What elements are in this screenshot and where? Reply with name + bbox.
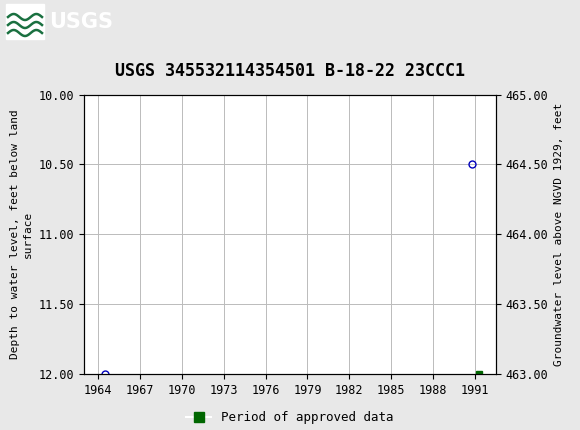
Y-axis label: Depth to water level, feet below land
surface: Depth to water level, feet below land su… (10, 110, 33, 359)
Text: USGS: USGS (49, 12, 113, 31)
Text: USGS 345532114354501 B-18-22 23CCC1: USGS 345532114354501 B-18-22 23CCC1 (115, 62, 465, 80)
Y-axis label: Groundwater level above NGVD 1929, feet: Groundwater level above NGVD 1929, feet (554, 103, 564, 366)
Bar (6, 4, 44, 39)
Legend: Period of approved data: Period of approved data (181, 406, 399, 429)
